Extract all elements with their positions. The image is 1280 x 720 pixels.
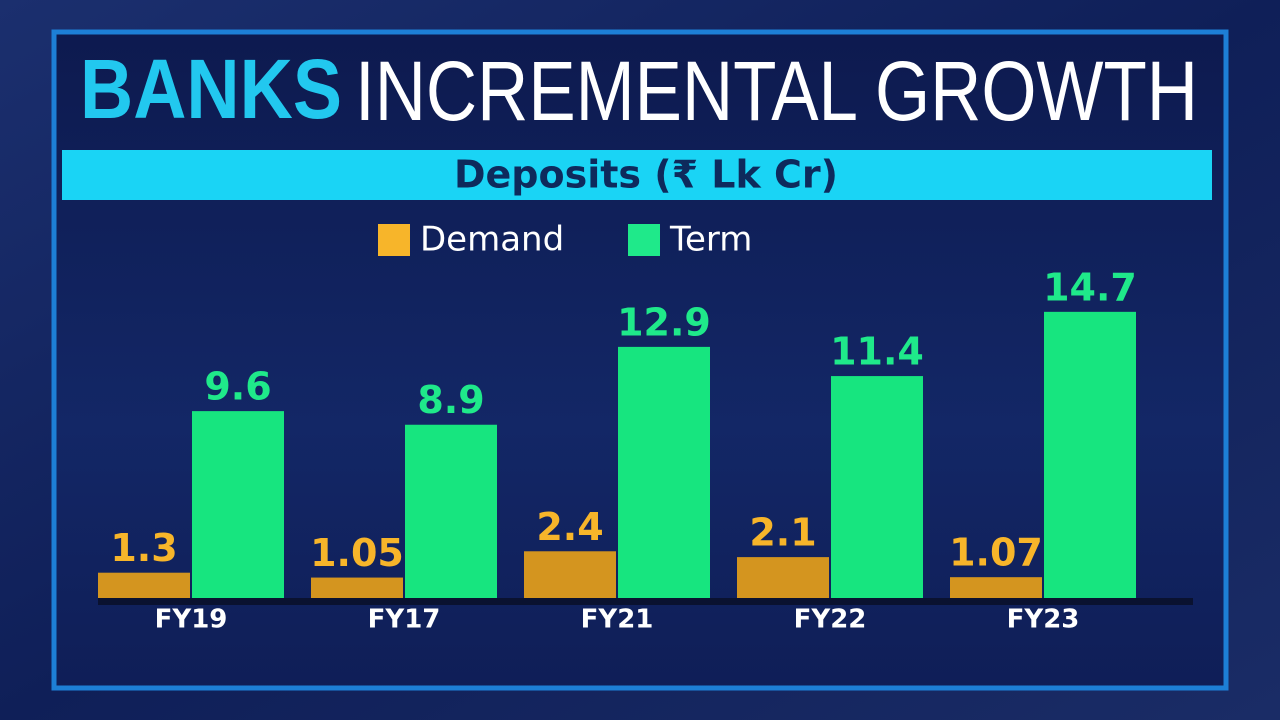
data-label: 1.07 [949,531,1043,575]
x-tick-label: FY21 [581,605,654,635]
bar [192,411,284,598]
title: INCREMENTAL GROWTH [355,44,1198,138]
x-tick-label: FY23 [1007,605,1080,635]
legend-label: Demand [420,220,564,260]
data-label: 1.05 [310,531,404,575]
data-label: 14.7 [1043,265,1137,309]
x-tick-label: FY22 [794,605,867,635]
legend-swatch [378,224,410,256]
subtitle: Deposits (₹ Lk Cr) [454,153,838,197]
legend-label: Term [669,220,752,260]
bar [98,572,190,598]
x-tick-label: FY19 [155,605,228,635]
data-label: 9.6 [204,365,271,409]
bar [311,577,403,598]
legend-swatch [628,224,660,256]
bar [405,424,497,598]
baseline [98,598,1193,605]
bar [1044,311,1136,598]
data-label: 1.3 [110,526,177,570]
bar [524,551,616,598]
data-label: 8.9 [417,378,484,422]
title-prefix: BANKS [80,42,342,136]
bar [618,346,710,598]
bar [950,577,1042,598]
data-label: 11.4 [830,330,924,374]
data-label: 2.1 [749,511,816,555]
data-label: 2.4 [536,505,603,549]
data-label: 12.9 [617,300,711,344]
x-tick-label: FY17 [368,605,441,635]
bar [831,376,923,598]
subtitle-band [62,150,1212,200]
bar [737,557,829,598]
